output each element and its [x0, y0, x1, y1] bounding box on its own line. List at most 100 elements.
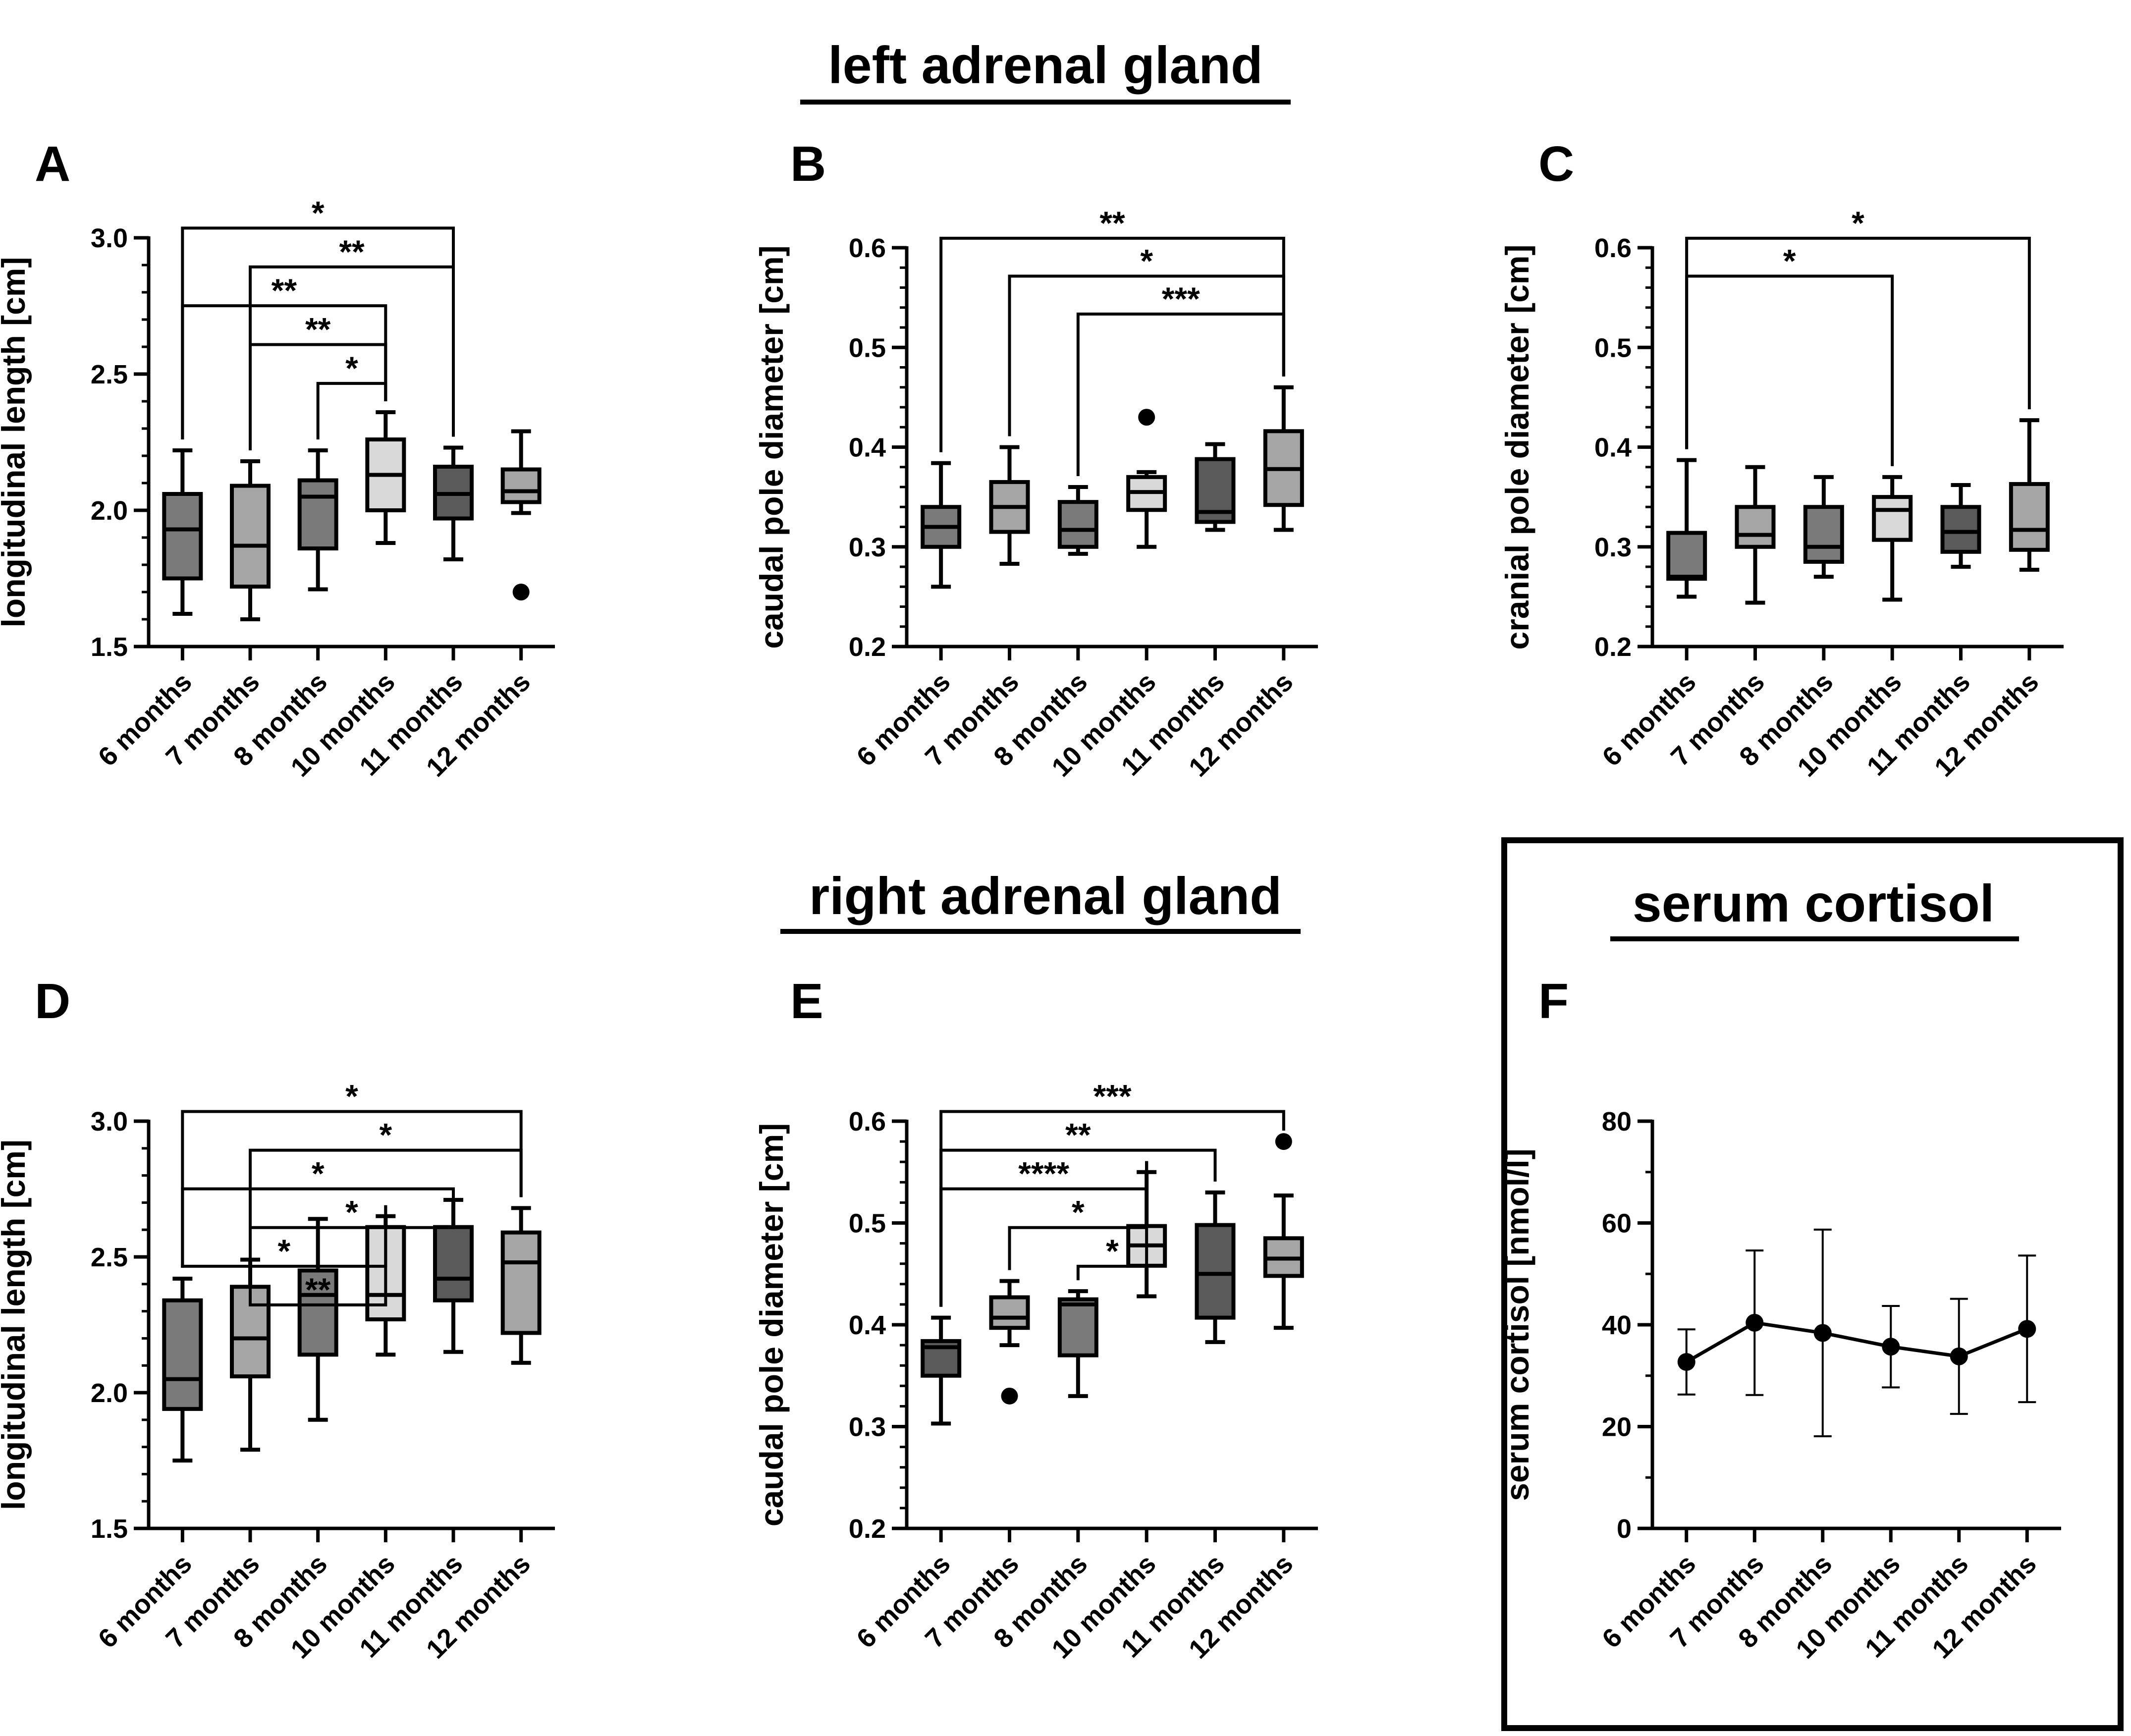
panel-label: A [35, 136, 70, 192]
heading-right-adrenal: right adrenal gland [809, 867, 1282, 925]
box-body [297, 1268, 338, 1357]
box-body [1195, 1223, 1236, 1320]
y-tick-label: 40 [1602, 1310, 1632, 1340]
box-1 [230, 459, 271, 621]
box-0 [162, 1276, 203, 1463]
box-5 [1263, 385, 1304, 532]
box-body [297, 478, 338, 550]
significance-stars: ** [305, 1271, 331, 1308]
y-axis-label: serum cortisol [nmol/l] [1499, 1148, 1535, 1501]
significance-bracket: *** [1076, 280, 1285, 476]
y-tick-label: 0.4 [1594, 433, 1632, 463]
significance-bracket: **** [939, 1155, 1148, 1307]
series-0 [1677, 1228, 2036, 1438]
significance-bracket: * [1685, 242, 1894, 466]
box-body [1666, 531, 1707, 581]
box-2 [1803, 475, 1844, 579]
significance-stars: * [345, 350, 358, 386]
series-line [1686, 1321, 2028, 1364]
y-tick-label: 0.6 [849, 1107, 886, 1137]
box-body [230, 484, 271, 589]
y-tick-label: 20 [1602, 1412, 1632, 1442]
y-tick-label: 0.4 [849, 433, 886, 463]
box-0 [921, 1315, 962, 1426]
bracket-line [1076, 1161, 1148, 1281]
y-axis-label: cranial pole diameter [cm] [1499, 245, 1535, 650]
y-tick-label: 3.0 [91, 1107, 128, 1137]
box-1 [989, 1279, 1030, 1405]
y-tick-label: 0.3 [1594, 533, 1632, 562]
y-tick-label: 0.2 [1594, 632, 1632, 662]
heading-left-adrenal: left adrenal gland [828, 36, 1263, 95]
significance-bracket: * [316, 350, 387, 439]
panel-label: C [1538, 136, 1574, 192]
box-3 [365, 410, 406, 545]
box-4 [1195, 1190, 1236, 1344]
box-body [500, 467, 542, 504]
y-tick-label: 0.5 [1594, 333, 1632, 363]
panel-label: E [790, 974, 823, 1029]
data-point [1882, 1338, 1900, 1356]
box-body [433, 1225, 474, 1302]
box-3 [1872, 475, 1913, 602]
bracket-line [249, 343, 387, 450]
box-body [162, 1298, 203, 1411]
box-4 [1940, 483, 1981, 569]
y-tick-label: 0.2 [849, 632, 886, 662]
bracket-line [181, 1187, 455, 1268]
significance-stars: ** [1065, 1117, 1091, 1153]
data-point [1677, 1353, 1695, 1371]
box-0 [1666, 458, 1707, 599]
y-axis-label: longitudinal length [cm] [0, 1139, 32, 1510]
significance-stars: * [345, 1194, 358, 1231]
y-tick-label: 3.0 [91, 223, 128, 253]
bracket-line [249, 1189, 455, 1249]
box-body [1803, 505, 1844, 564]
significance-bracket: ** [249, 1205, 387, 1308]
significance-stars: * [1072, 1194, 1085, 1231]
box-body [500, 1230, 542, 1335]
significance-bracket: * [249, 1117, 523, 1249]
panel-label: B [790, 136, 826, 192]
significance-stars: * [312, 194, 325, 231]
significance-stars: *** [1162, 280, 1200, 317]
y-tick-label: 0.6 [1594, 233, 1632, 263]
box-4 [433, 445, 474, 561]
box-body [989, 1295, 1030, 1330]
y-axis-label: caudal pole diameter [cm] [753, 1123, 790, 1526]
box-body [1940, 505, 1981, 554]
y-tick-label: 2.5 [91, 1243, 128, 1272]
bracket-line [1685, 274, 1894, 466]
y-tick-label: 0.3 [849, 1412, 886, 1442]
significance-stars: * [379, 1117, 392, 1153]
data-point [1746, 1313, 1764, 1332]
panel-label: F [1538, 974, 1569, 1029]
outlier-point [1138, 409, 1155, 426]
y-tick-label: 0.3 [849, 533, 886, 562]
box-0 [162, 448, 203, 616]
y-axis-label: caudal pole diameter [cm] [753, 245, 790, 649]
bracket-line [316, 381, 387, 439]
significance-stars: ** [339, 233, 365, 270]
y-tick-label: 2.5 [91, 360, 128, 389]
box-2 [1057, 485, 1098, 556]
y-axis-label: longitudinal length [cm] [0, 257, 32, 628]
bracket-line [1076, 312, 1285, 476]
significance-stars: **** [1018, 1155, 1069, 1192]
data-point [1950, 1347, 1968, 1365]
data-point [2018, 1320, 2036, 1338]
box-body [1057, 500, 1098, 549]
significance-stars: * [1106, 1233, 1119, 1269]
box-body [2009, 482, 2050, 552]
significance-stars: * [312, 1155, 325, 1192]
box-3 [1126, 409, 1167, 549]
box-5 [500, 429, 542, 600]
box-1 [230, 1257, 271, 1452]
significance-bracket: ** [249, 311, 387, 450]
significance-stars: * [277, 1233, 290, 1269]
box-1 [989, 445, 1030, 566]
box-2 [297, 1217, 338, 1422]
box-0 [921, 461, 962, 589]
